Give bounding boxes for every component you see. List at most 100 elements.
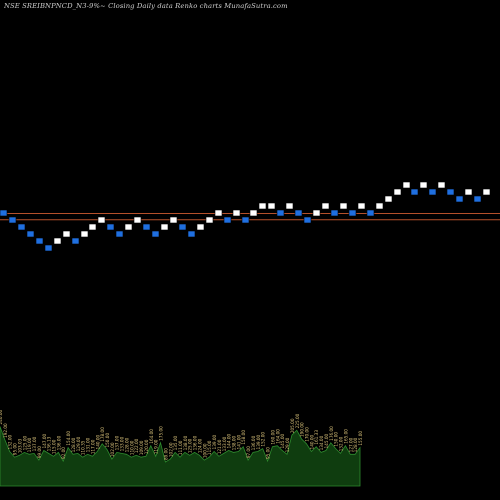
volume-label: 225.00 [295, 413, 300, 428]
volume-label: 192.00 [3, 423, 8, 438]
renko-brick-down [473, 195, 482, 203]
renko-brick-up [437, 181, 446, 189]
volume-label: 128.00 [71, 437, 76, 452]
volume-label: 141.00 [236, 434, 241, 449]
renko-brick-down [44, 244, 53, 252]
volume-label: 138.00 [183, 435, 188, 450]
renko-brick-down [303, 216, 312, 224]
renko-brick-up [321, 202, 330, 210]
volume-label: 139.00 [256, 434, 261, 449]
renko-brick-up [214, 209, 223, 217]
volume-label: 110.00 [129, 440, 134, 455]
renko-brick-down [8, 216, 17, 224]
renko-brick-up [258, 202, 267, 210]
renko-brick-up [285, 202, 294, 210]
renko-brick-down [115, 230, 124, 238]
volume-label: 152.00 [261, 432, 266, 447]
volume-label: 100.00 [202, 443, 207, 458]
volume-label: 95.00 [266, 447, 271, 459]
volume-label: 176.00 [329, 426, 334, 441]
renko-brick-up [464, 188, 473, 196]
volume-label: 132.00 [339, 436, 344, 451]
volume-label: 131.00 [86, 437, 91, 452]
renko-brick-down [106, 223, 115, 231]
volume-label: 170.00 [304, 427, 309, 442]
volume-label: 115.00 [52, 439, 57, 454]
volume-label: 150.00 [334, 432, 339, 447]
renko-brick-down [410, 188, 419, 196]
volume-label: 128.00 [124, 437, 129, 452]
volume-label: 164.00 [149, 429, 154, 444]
volume-label: 178.00 [100, 427, 105, 442]
volume-label: 120.00 [144, 439, 149, 454]
renko-brick-down [35, 237, 44, 245]
volume-label: 136.00 [193, 435, 198, 450]
volume-label: 119.00 [27, 437, 32, 452]
volume-label: 133.00 [120, 436, 125, 451]
volume-label: 103.03 [17, 438, 22, 453]
renko-brick-up [312, 209, 321, 217]
volume-label: 137.00 [115, 435, 120, 450]
renko-brick-up [357, 202, 366, 210]
renko-brick-up [402, 181, 411, 189]
volume-label: 92.00 [61, 447, 66, 459]
volume-label: 99.00 [37, 446, 42, 458]
volume-label: 128.00 [353, 437, 358, 452]
renko-brick-up [482, 188, 491, 196]
volume-label: 124.00 [197, 438, 202, 453]
volume-label: 164.00 [275, 429, 280, 444]
volume-label: 145.00 [280, 434, 285, 449]
renko-brick-up [169, 216, 178, 224]
volume-label: 95.00 [13, 443, 18, 455]
renko-brick-down [294, 209, 303, 217]
renko-brick-down [151, 230, 160, 238]
volume-label: 102.00 [110, 442, 115, 457]
renko-brick-up [384, 195, 393, 203]
volume-label: 125.00 [22, 435, 27, 450]
renko-brick-up [249, 209, 258, 217]
renko-brick-up [53, 237, 62, 245]
renko-brick-down [71, 237, 80, 245]
volume-label: 139.00 [212, 434, 217, 449]
volume-label: 205.00 [290, 418, 295, 433]
renko-brick-down [178, 223, 187, 231]
volume-label: 137.00 [32, 436, 37, 451]
volume-label: 136.13 [47, 436, 52, 451]
renko-brick-up [375, 202, 384, 210]
volume-label: 115.00 [207, 440, 212, 455]
renko-brick-up [196, 223, 205, 231]
volume-label: 138.00 [232, 435, 237, 450]
renko-brick-down [455, 195, 464, 203]
volume-label: 97.00 [246, 446, 251, 458]
volume-label: 129.00 [76, 436, 81, 451]
renko-brick-down [223, 216, 232, 224]
volume-label: 102.00 [168, 442, 173, 457]
volume-label: 136.00 [56, 435, 61, 450]
renko-brick-down [428, 188, 437, 196]
volume-label: 190.00 [300, 422, 305, 437]
renko-brick-down [330, 209, 339, 217]
volume-label: 122.00 [134, 438, 139, 453]
renko-brick-down [366, 209, 375, 217]
renko-brick-down [17, 223, 26, 231]
renko-brick-up [88, 223, 97, 231]
renko-brick-up [133, 216, 142, 224]
volume-label: 150.00 [105, 433, 110, 448]
volume-label: 136.00 [251, 435, 256, 450]
renko-brick-down [446, 188, 455, 196]
volume-label: 119.00 [154, 439, 159, 454]
renko-brick-up [393, 188, 402, 196]
volume-label: 165.00 [343, 429, 348, 444]
volume-label: 111.00 [178, 440, 183, 455]
renko-brick-down [348, 209, 357, 217]
volume-label: 161.33 [314, 430, 319, 445]
renko-brick-down [142, 223, 151, 231]
volume-label: 144.00 [227, 434, 232, 449]
renko-brick-up [160, 223, 169, 231]
chart-title: NSE SREIBNPNCD_N3-9%~ Closing Daily data… [4, 2, 288, 10]
renko-brick-up [205, 216, 214, 224]
volume-label: 89.00 [163, 448, 168, 460]
renko-brick-down [241, 216, 250, 224]
renko-brick-up [232, 209, 241, 217]
